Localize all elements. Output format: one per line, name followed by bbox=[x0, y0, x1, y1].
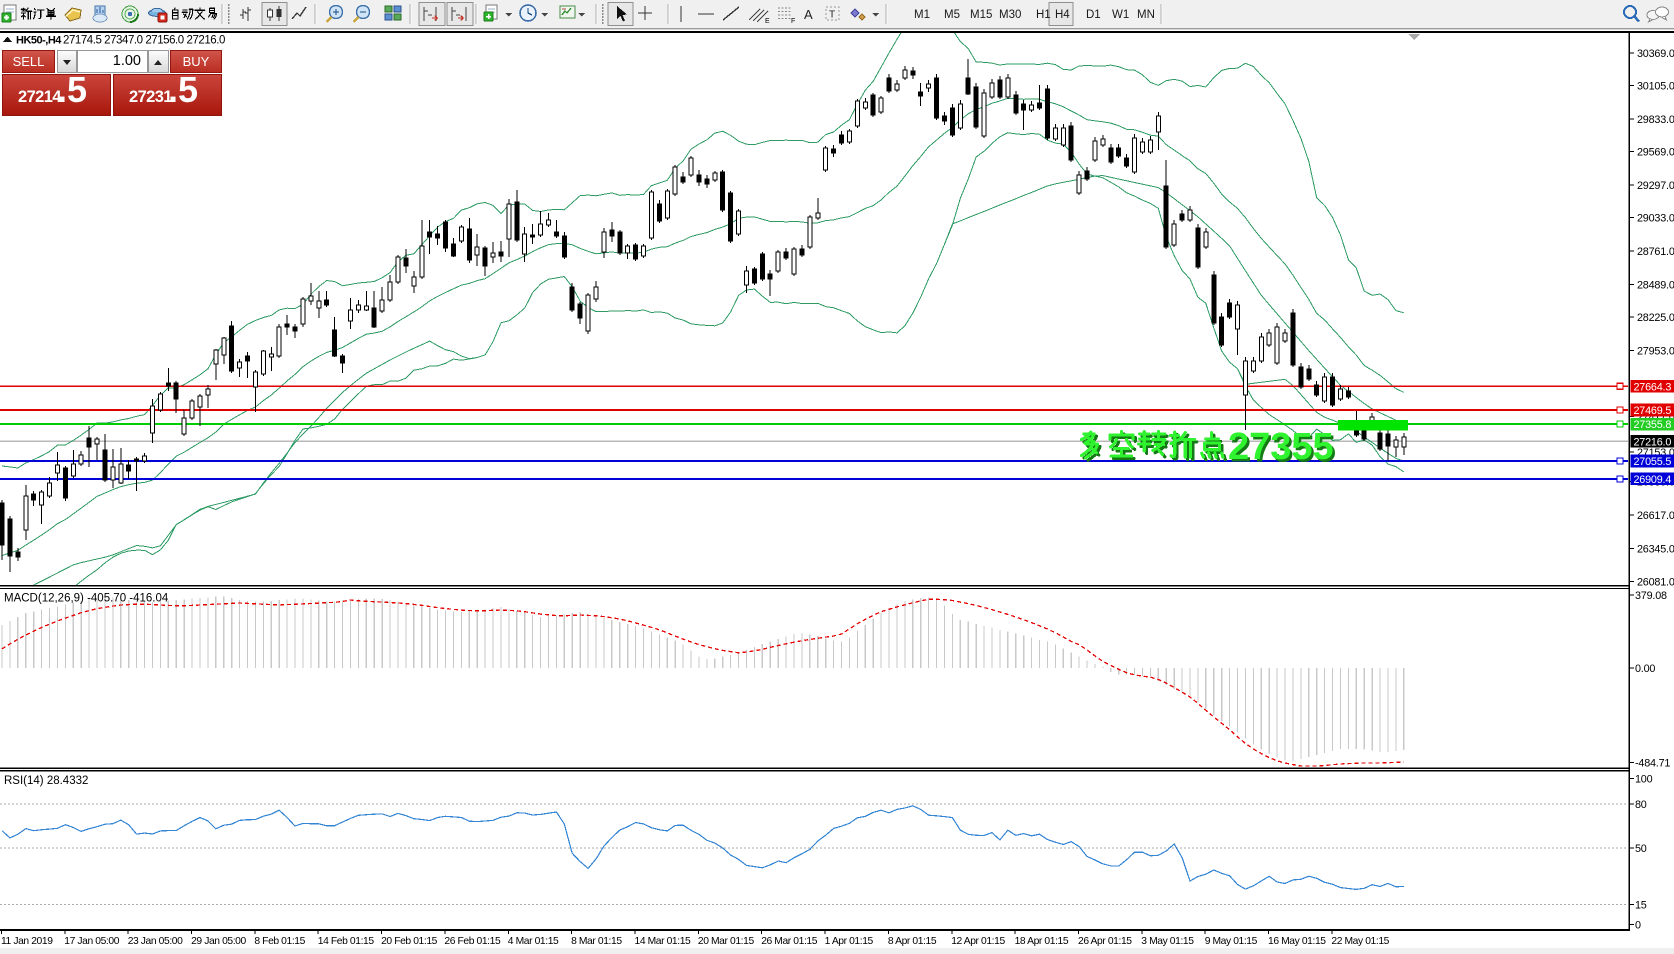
svg-text:26 Mar 01:15: 26 Mar 01:15 bbox=[761, 936, 818, 947]
svg-text:8 Feb 01:15: 8 Feb 01:15 bbox=[254, 936, 305, 947]
svg-text:17 Jan 05:00: 17 Jan 05:00 bbox=[64, 936, 119, 947]
svg-text:26617.0: 26617.0 bbox=[1637, 510, 1674, 522]
svg-text:MN: MN bbox=[1137, 9, 1155, 21]
svg-text:F: F bbox=[791, 18, 795, 25]
svg-text:27216.0: 27216.0 bbox=[1634, 436, 1672, 448]
svg-text:80: 80 bbox=[1635, 799, 1647, 811]
svg-text:20 Mar 01:15: 20 Mar 01:15 bbox=[698, 936, 755, 947]
svg-text:RSI(14) 28.4332: RSI(14) 28.4332 bbox=[4, 775, 88, 787]
svg-text:29 Jan 05:00: 29 Jan 05:00 bbox=[191, 936, 246, 947]
svg-text:14 Feb 01:15: 14 Feb 01:15 bbox=[318, 936, 375, 947]
svg-text:26 Apr 01:15: 26 Apr 01:15 bbox=[1078, 936, 1132, 947]
svg-text:T: T bbox=[829, 10, 835, 21]
svg-text:0: 0 bbox=[1635, 919, 1641, 931]
svg-text:0.00: 0.00 bbox=[1635, 663, 1655, 675]
svg-text:15: 15 bbox=[1635, 900, 1647, 912]
svg-text:50: 50 bbox=[1635, 843, 1647, 855]
svg-text:-484.71: -484.71 bbox=[1635, 758, 1670, 770]
svg-text:26909.4: 26909.4 bbox=[1634, 474, 1672, 486]
svg-text:M5: M5 bbox=[944, 9, 960, 21]
svg-text:30105.0: 30105.0 bbox=[1637, 81, 1674, 93]
svg-text:20 Feb 01:15: 20 Feb 01:15 bbox=[381, 936, 438, 947]
svg-text:MACD(12,26,9) -405.70 -416.04: MACD(12,26,9) -405.70 -416.04 bbox=[4, 593, 169, 605]
svg-text:14 Mar 01:15: 14 Mar 01:15 bbox=[635, 936, 692, 947]
svg-text:11 Jan 2019: 11 Jan 2019 bbox=[1, 936, 53, 947]
svg-text:27469.5: 27469.5 bbox=[1634, 405, 1672, 417]
svg-text:26081.0: 26081.0 bbox=[1637, 576, 1674, 588]
svg-text:18 Apr 01:15: 18 Apr 01:15 bbox=[1015, 936, 1069, 947]
svg-text:27355: 27355 bbox=[1230, 428, 1336, 470]
svg-text:8 Apr 01:15: 8 Apr 01:15 bbox=[888, 936, 937, 947]
svg-text:28225.0: 28225.0 bbox=[1637, 312, 1674, 324]
svg-text:27953.0: 27953.0 bbox=[1637, 346, 1674, 358]
svg-text:28761.0: 28761.0 bbox=[1637, 246, 1674, 258]
svg-text:9 May 01:15: 9 May 01:15 bbox=[1205, 936, 1258, 947]
svg-text:29569.0: 29569.0 bbox=[1637, 147, 1674, 159]
svg-text:M1: M1 bbox=[914, 9, 930, 21]
svg-text:29833.0: 29833.0 bbox=[1637, 114, 1674, 126]
svg-text:12 Apr 01:15: 12 Apr 01:15 bbox=[951, 936, 1005, 947]
svg-text:M15: M15 bbox=[970, 9, 992, 21]
svg-text:379.08: 379.08 bbox=[1635, 590, 1667, 602]
svg-text:8 Mar 01:15: 8 Mar 01:15 bbox=[571, 936, 622, 947]
svg-text:100: 100 bbox=[1635, 774, 1653, 786]
svg-text:3 May 01:15: 3 May 01:15 bbox=[1141, 936, 1194, 947]
svg-text:27174.5 27347.0 27156.0 27216.: 27174.5 27347.0 27156.0 27216.0 bbox=[63, 35, 225, 47]
svg-text:D1: D1 bbox=[1086, 9, 1101, 21]
svg-text:E: E bbox=[765, 18, 770, 25]
svg-text:29297.0: 29297.0 bbox=[1637, 180, 1674, 192]
svg-text:HK50-,H4: HK50-,H4 bbox=[16, 35, 62, 47]
svg-text:23 Jan 05:00: 23 Jan 05:00 bbox=[128, 936, 183, 947]
svg-text:28489.0: 28489.0 bbox=[1637, 280, 1674, 292]
svg-text:27055.5: 27055.5 bbox=[1634, 456, 1672, 468]
svg-text:H1: H1 bbox=[1036, 9, 1051, 21]
svg-text:W1: W1 bbox=[1112, 9, 1129, 21]
svg-text:26 Feb 01:15: 26 Feb 01:15 bbox=[444, 936, 501, 947]
svg-text:4 Mar 01:15: 4 Mar 01:15 bbox=[508, 936, 559, 947]
svg-text:29033.0: 29033.0 bbox=[1637, 213, 1674, 225]
svg-text:27664.3: 27664.3 bbox=[1634, 381, 1672, 393]
svg-text:A: A bbox=[804, 7, 813, 22]
svg-text:27355.8: 27355.8 bbox=[1634, 419, 1672, 431]
svg-text:1 Apr 01:15: 1 Apr 01:15 bbox=[825, 936, 874, 947]
svg-text:22 May 01:15: 22 May 01:15 bbox=[1331, 936, 1389, 947]
svg-text:26345.0: 26345.0 bbox=[1637, 544, 1674, 556]
svg-text:H4: H4 bbox=[1055, 9, 1070, 21]
svg-text:30369.0: 30369.0 bbox=[1637, 48, 1674, 60]
svg-text:27355: 27355 bbox=[1228, 426, 1334, 468]
svg-text:16 May 01:15: 16 May 01:15 bbox=[1268, 936, 1326, 947]
svg-text:M30: M30 bbox=[999, 9, 1021, 21]
